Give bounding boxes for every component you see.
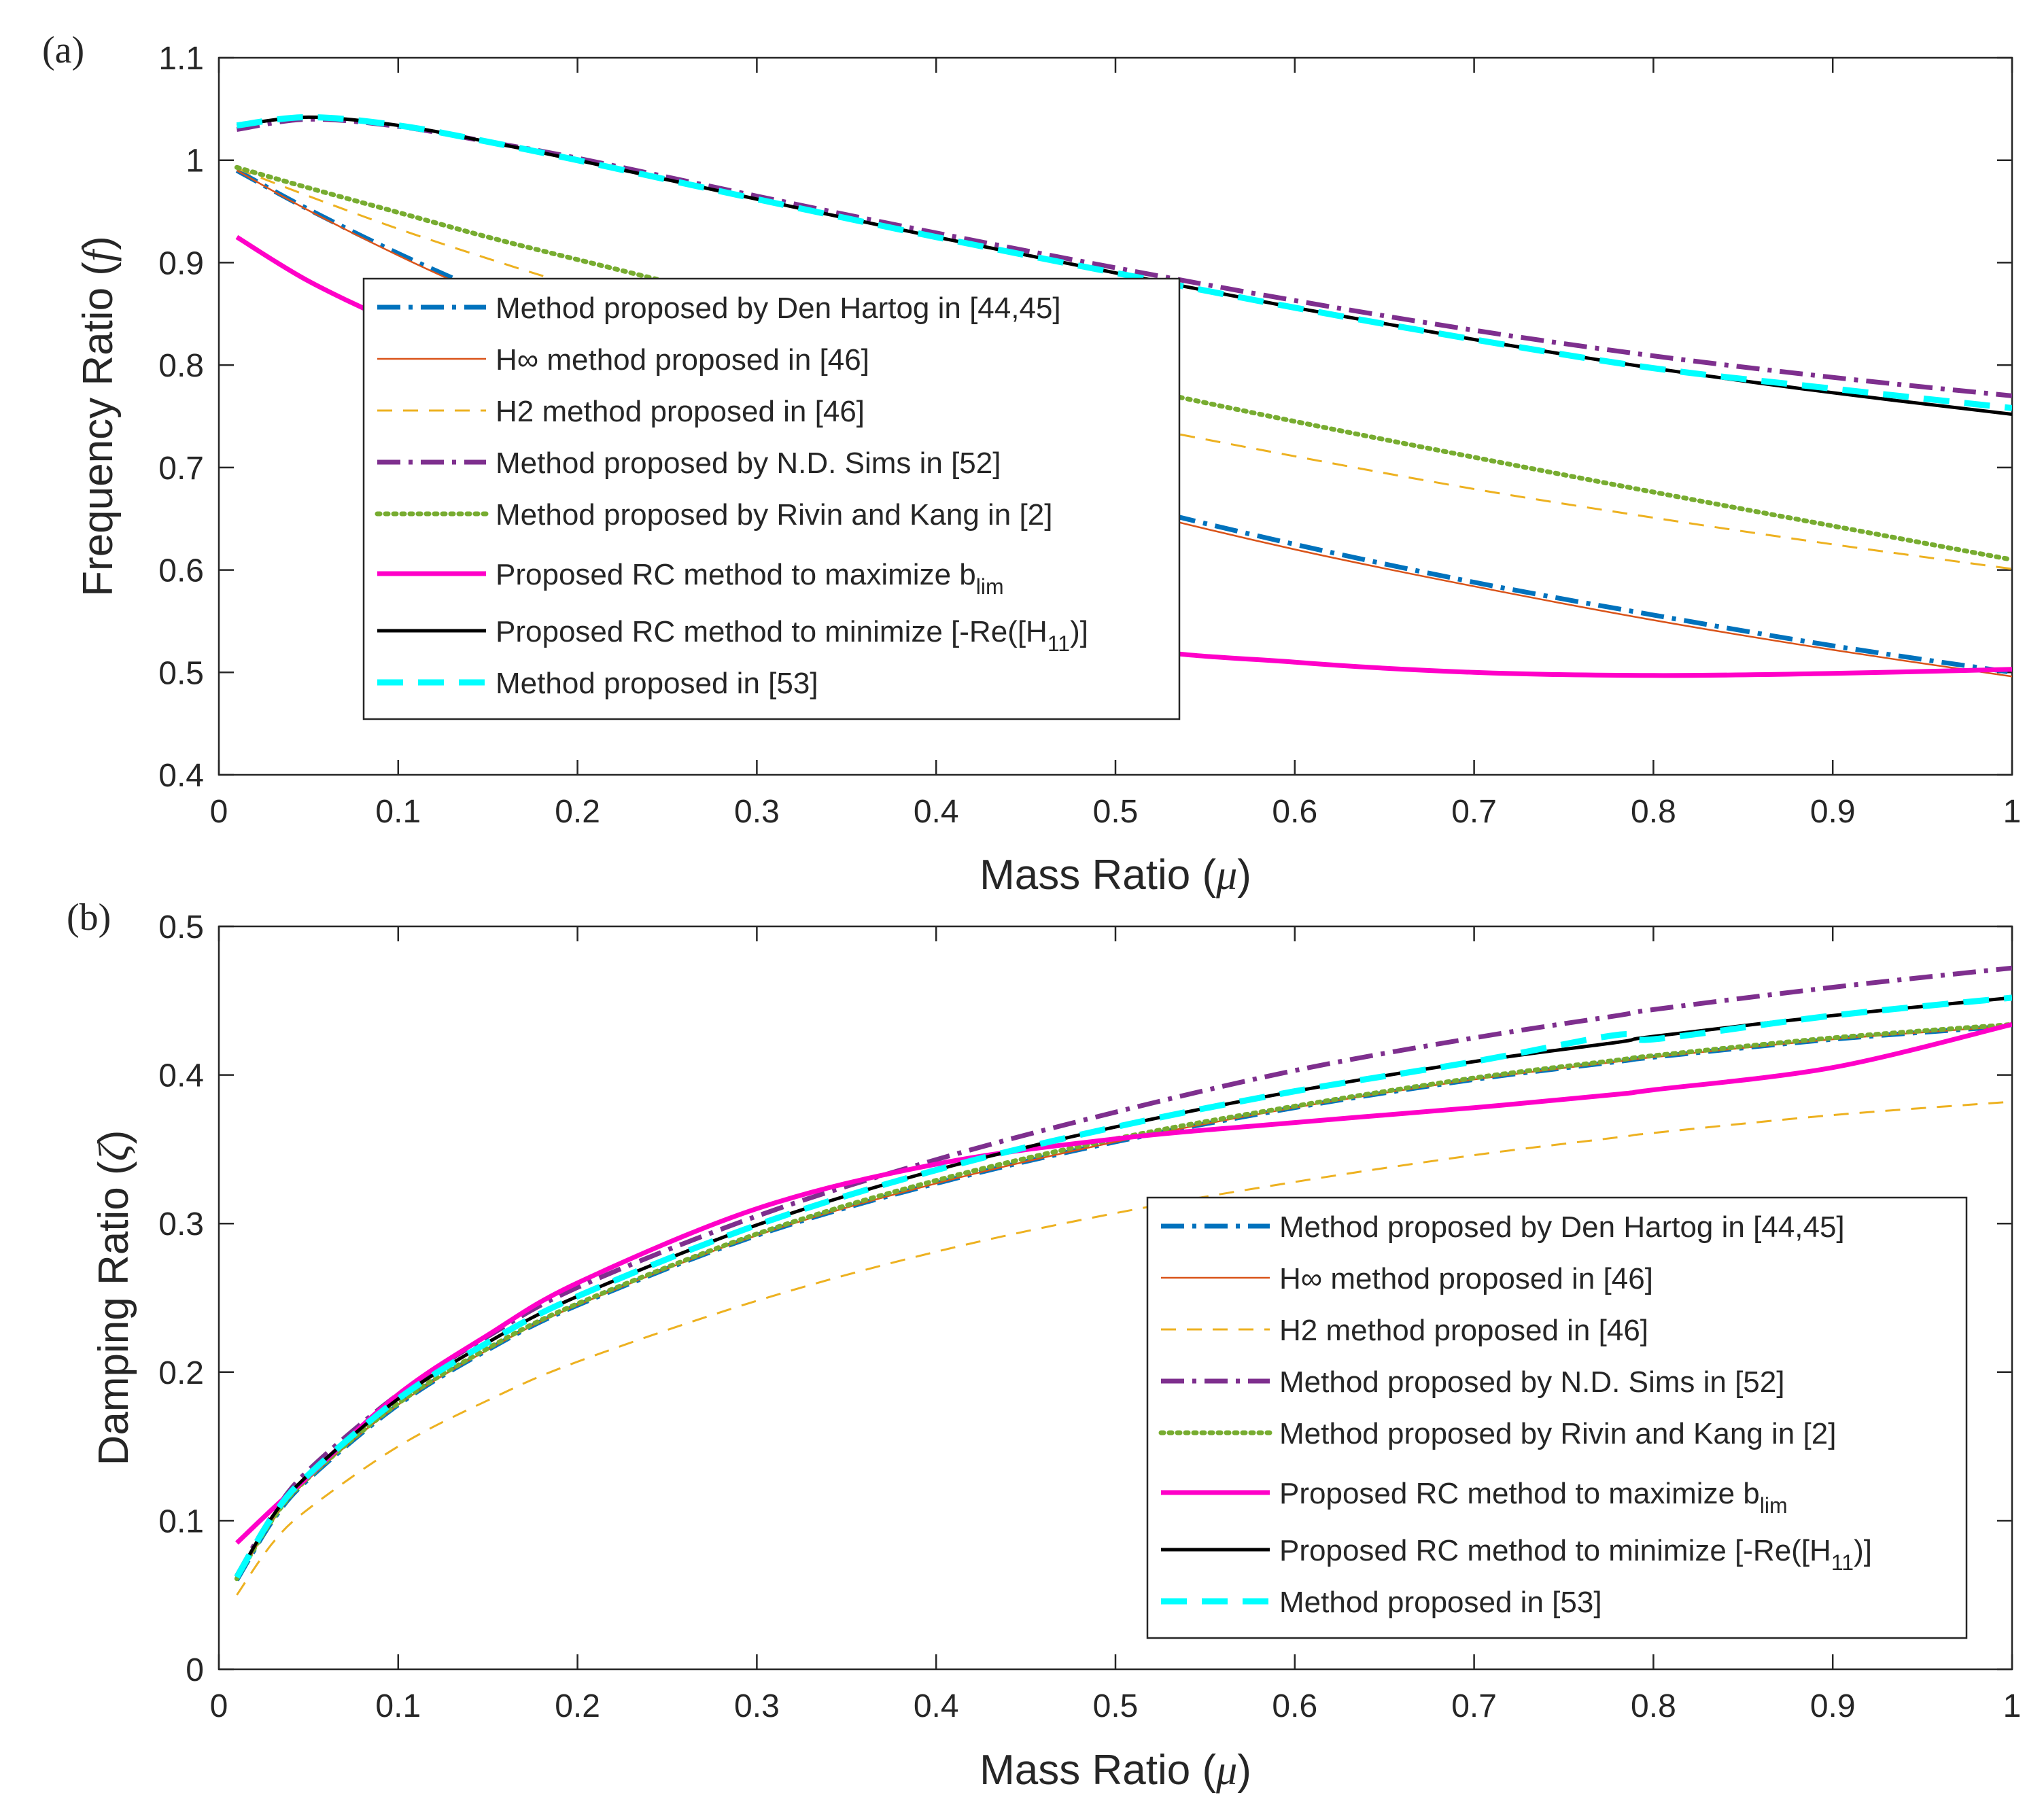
y-tick-label: 0.7 [158, 451, 204, 487]
x-tick-label: 0 [210, 1688, 228, 1724]
legend-entry: Method proposed in [53] [1279, 1586, 1602, 1619]
legend-entry: Method proposed by Rivin and Kang in [2] [1279, 1417, 1836, 1450]
legend-entry: Method proposed by Rivin and Kang in [2] [496, 498, 1052, 532]
series-line-4 [234, 1022, 2012, 1582]
x-tick-label: 0.3 [734, 794, 780, 830]
y-tick-label: 0.1 [158, 1503, 204, 1539]
x-tick-label: 0.8 [1631, 1688, 1676, 1724]
x-tick-label: 0.4 [914, 794, 959, 830]
legend-entry: Proposed RC method to minimize [-Re([H11… [496, 615, 1088, 656]
legend-box [1146, 1196, 1968, 1639]
y-tick-label: 0.5 [158, 909, 204, 945]
x-tick-label: 0.4 [914, 1688, 959, 1724]
y-tick-label: 0.4 [158, 758, 204, 794]
x-tick-label: 0.8 [1631, 794, 1676, 830]
y-tick-label: 1 [186, 143, 204, 179]
series-line-7 [236, 114, 2012, 411]
legend-entry: Method proposed by Den Hartog in [44,45] [1279, 1210, 1845, 1244]
y-tick-label: 0.4 [158, 1058, 204, 1094]
legend-entry: H2 method proposed in [46] [1279, 1314, 1648, 1347]
y-tick-label: 0.2 [158, 1355, 204, 1391]
legend-entry: H∞ method proposed in [46] [1279, 1262, 1653, 1295]
panel-a: (a) 0 0.1 0.2 0.3 0.4 0.5 0.6 0.7 0.8 0.9 1 0.4 0.5 0.… [42, 29, 2021, 899]
x-tick-label: 0.2 [555, 1688, 600, 1724]
y-tick-label: 0 [186, 1652, 204, 1688]
x-tick-label: 0.5 [1093, 794, 1139, 830]
x-tick-label: 0.7 [1451, 794, 1497, 830]
x-tick-label: 0.3 [734, 1688, 780, 1724]
panel-label: (b) [67, 896, 111, 939]
legend-box [362, 277, 1181, 720]
x-tick-label: 0.7 [1451, 1688, 1497, 1724]
y-axis-label: Frequency Ratio (f) [75, 236, 122, 597]
y-tick-label: 0.6 [158, 553, 204, 589]
x-tick-label: 1 [2003, 794, 2022, 830]
x-axis-label: Mass Ratio (μ) [980, 1747, 1251, 1794]
legend-entry: Proposed RC method to maximize blim [1279, 1477, 1788, 1518]
series-lines [234, 965, 2012, 1596]
legend-entry: Method proposed by Den Hartog in [44,45] [496, 292, 1061, 325]
y-tick-label: 1.1 [158, 41, 204, 77]
y-tick-label: 0.9 [158, 245, 204, 281]
x-tick-label: 0.1 [375, 794, 421, 830]
panel-b: (b) 0 0.1 0.2 0.3 0.4 0.5 0.6 0.7 0.8 0.9 1 0 0.1 0.2 0… [67, 896, 2021, 1794]
x-tick-label: 0 [210, 794, 228, 830]
legend-entry: H2 method proposed in [46] [496, 395, 865, 428]
legend-entry: H∞ method proposed in [46] [496, 343, 869, 377]
series-line-7 [234, 994, 2012, 1579]
x-tick-label: 1 [2003, 1688, 2022, 1724]
legend-entry: Proposed RC method to minimize [-Re([H11… [1279, 1534, 1872, 1575]
y-tick-label: 0.5 [158, 655, 204, 691]
x-tick-label: 0.6 [1272, 794, 1317, 830]
legend: Method proposed by Den Hartog in [44,45]… [1146, 1196, 1968, 1639]
y-tick-label: 0.8 [158, 348, 204, 384]
panel-label: (a) [42, 29, 84, 71]
legend-entry: Proposed RC method to maximize blim [496, 558, 1004, 599]
legend-entry: Method proposed in [53] [496, 667, 818, 700]
x-tick-label: 0.6 [1272, 1688, 1317, 1724]
x-tick-label: 0.2 [555, 794, 600, 830]
x-axis-label: Mass Ratio (μ) [980, 852, 1251, 899]
x-tick-label: 0.9 [1810, 794, 1856, 830]
legend-entry: Method proposed by N.D. Sims in [52] [1279, 1365, 1784, 1399]
x-tick-label: 0.5 [1093, 1688, 1139, 1724]
y-axis-label: Damping Ratio (ζ) [90, 1130, 137, 1466]
x-tick-label: 0.1 [375, 1688, 421, 1724]
series-line-5 [235, 1022, 2012, 1545]
y-tick-label: 0.3 [158, 1206, 204, 1242]
x-tick-label: 0.9 [1810, 1688, 1856, 1724]
legend: Method proposed by Den Hartog in [44,45]… [362, 277, 1181, 720]
legend-entry: Method proposed by N.D. Sims in [52] [496, 447, 1001, 480]
